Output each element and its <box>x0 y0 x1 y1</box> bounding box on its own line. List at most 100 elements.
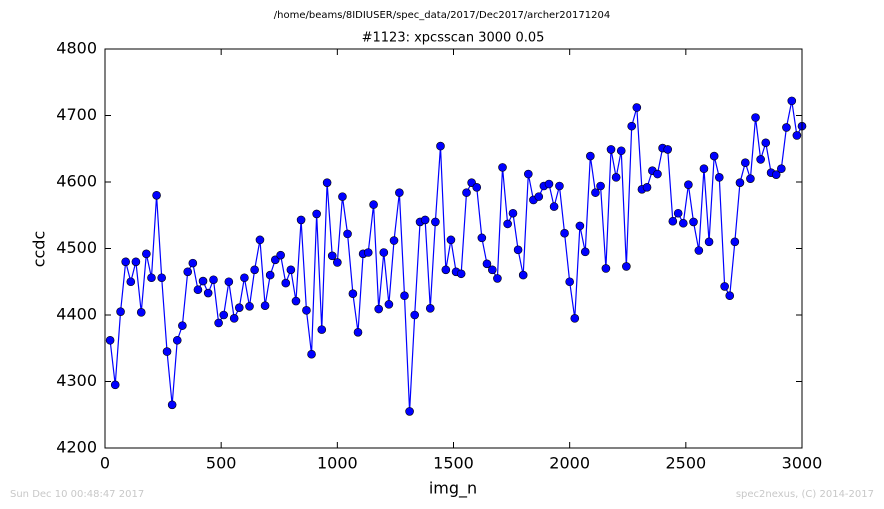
data-point <box>105 335 115 345</box>
data-point <box>395 188 404 197</box>
data-point <box>167 400 177 410</box>
data-point <box>611 173 621 182</box>
y-tick-label: 4300 <box>56 371 97 390</box>
data-point <box>353 327 363 337</box>
x-axis-label: img_n <box>429 479 477 499</box>
data-point <box>234 303 244 312</box>
data-point <box>379 248 389 257</box>
data-point <box>787 96 797 106</box>
data-point <box>673 208 683 218</box>
data-point <box>136 308 146 317</box>
data-point <box>668 216 678 226</box>
data-point <box>513 245 523 255</box>
data-point <box>689 217 698 227</box>
data-point <box>591 188 600 197</box>
plot-frame <box>104 48 803 449</box>
data-point <box>172 335 182 345</box>
data-point <box>741 158 750 168</box>
data-point <box>374 304 383 314</box>
data-point <box>477 233 487 243</box>
data-point <box>678 218 688 228</box>
data-point <box>446 235 456 245</box>
data-point <box>245 302 254 311</box>
data-point <box>699 164 709 173</box>
data-point <box>642 183 652 192</box>
y-tick-label: 4600 <box>56 172 97 191</box>
data-point <box>694 246 704 255</box>
y-tick-label: 4700 <box>56 105 97 124</box>
suptitle: /home/beams/8IDIUSER/spec_data/2017/Dec2… <box>274 10 610 21</box>
data-point <box>338 192 347 201</box>
data-point <box>255 235 265 245</box>
data-point <box>580 247 590 257</box>
data-point <box>575 221 585 231</box>
data-point <box>369 200 378 209</box>
data-point <box>704 237 714 247</box>
data-point <box>178 321 187 330</box>
data-point <box>162 347 172 356</box>
data-point <box>209 275 218 285</box>
data-point <box>281 278 291 288</box>
data-point <box>616 146 626 156</box>
data-point <box>250 265 259 275</box>
data-point <box>508 208 518 218</box>
data-point <box>431 217 440 227</box>
data-point <box>482 259 492 269</box>
data-point <box>756 155 765 164</box>
x-tick-label: 2500 <box>665 454 706 473</box>
data-point <box>730 237 740 247</box>
data-point <box>116 307 125 316</box>
data-point <box>601 264 611 273</box>
data-point <box>777 164 786 173</box>
data-point <box>725 291 735 301</box>
data-point <box>286 265 296 275</box>
data-point <box>348 289 358 299</box>
data-point <box>714 173 724 182</box>
data-point <box>229 314 239 323</box>
data-point <box>219 310 229 320</box>
data-point <box>363 248 373 257</box>
y-tick-label: 4400 <box>56 305 97 324</box>
data-point <box>188 258 198 268</box>
data-point <box>302 306 311 315</box>
data-point <box>544 179 554 189</box>
data-point <box>152 191 161 200</box>
data-point <box>265 270 275 280</box>
data-point <box>555 181 564 191</box>
data-point <box>524 169 533 179</box>
data-point <box>441 265 451 275</box>
data-point <box>147 273 156 283</box>
y-axis-label: ccdc <box>30 231 49 268</box>
data-point <box>291 296 301 306</box>
data-point <box>312 209 321 219</box>
data-point <box>498 163 507 172</box>
data-point <box>487 265 497 275</box>
data-point <box>761 138 771 148</box>
data-point <box>472 183 482 192</box>
data-point <box>322 178 332 187</box>
data-point <box>198 276 208 286</box>
data-point <box>771 170 781 179</box>
data-point <box>183 267 193 277</box>
data-point <box>405 407 414 416</box>
x-tick-label: 0 <box>100 454 110 473</box>
data-point <box>425 304 435 313</box>
data-point <box>560 228 569 238</box>
data-point <box>260 301 270 310</box>
data-point <box>410 310 420 320</box>
data-point <box>456 269 466 279</box>
data-point <box>565 277 574 287</box>
data-point <box>214 318 223 328</box>
footer-right: spec2nexus, (C) 2014-2017 <box>736 489 874 500</box>
data-point <box>782 123 791 132</box>
data-point <box>131 257 141 267</box>
data-point <box>193 285 203 295</box>
data-point <box>240 273 249 283</box>
y-tick-label: 4500 <box>56 238 97 257</box>
data-point <box>549 202 559 211</box>
data-point <box>343 229 352 239</box>
data-point <box>518 270 528 280</box>
data-point <box>503 219 512 229</box>
